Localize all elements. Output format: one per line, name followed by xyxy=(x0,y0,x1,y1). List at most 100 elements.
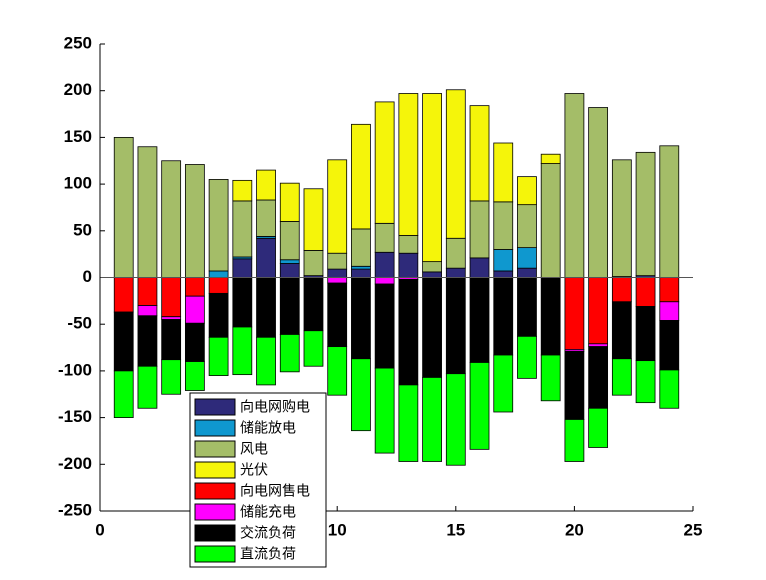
bar-segment xyxy=(327,159,348,254)
bar-segment xyxy=(208,179,229,272)
bar-segment xyxy=(493,277,514,356)
bar-segment xyxy=(469,105,490,202)
bar-segment xyxy=(422,271,442,278)
bar-segment xyxy=(184,295,205,324)
bar-segment xyxy=(445,89,466,239)
bar-segment xyxy=(184,164,205,278)
bar-segment xyxy=(445,373,466,466)
bar-segment xyxy=(588,407,609,448)
bar-segment xyxy=(469,200,490,259)
bar-segment xyxy=(161,359,182,395)
bar-segment xyxy=(374,222,395,253)
bar-segment xyxy=(279,263,300,278)
bar-segment xyxy=(208,277,229,294)
bar-segment xyxy=(540,153,561,164)
bar-segment xyxy=(517,176,537,206)
bar-segment xyxy=(137,365,158,409)
bar-segment xyxy=(469,257,490,278)
y-tick-label: 150 xyxy=(64,127,92,146)
bar-segment xyxy=(422,261,442,273)
bar-segment xyxy=(374,283,395,369)
bar-segment xyxy=(184,361,205,391)
y-tick-label: -50 xyxy=(67,314,92,333)
legend-swatch xyxy=(194,461,236,479)
bar-segment xyxy=(137,277,158,306)
bar-segment xyxy=(256,169,276,201)
y-tick-label: 250 xyxy=(64,33,92,52)
bar-segment xyxy=(303,330,324,367)
legend-label: 交流负荷 xyxy=(240,525,296,541)
bar-segment xyxy=(588,343,609,348)
bar-segment xyxy=(232,326,253,376)
legend-label: 光伏 xyxy=(240,462,268,478)
bar-segment xyxy=(184,277,205,297)
bar-segment xyxy=(161,319,182,361)
bar-segment xyxy=(256,199,276,237)
bar-segment xyxy=(232,277,253,328)
bar-segment xyxy=(659,145,680,278)
bar-segment xyxy=(232,258,253,278)
bar-segment xyxy=(611,159,632,277)
y-tick-label: 200 xyxy=(64,80,92,99)
bar-segment xyxy=(351,265,371,270)
bar-segment xyxy=(374,367,395,454)
bar-segment xyxy=(279,221,300,261)
bar-segment xyxy=(256,277,276,338)
y-tick-label: -150 xyxy=(58,407,92,426)
bar-segment xyxy=(398,93,419,236)
bar-segment xyxy=(351,268,371,278)
legend-swatch xyxy=(194,419,236,437)
bar-segment xyxy=(327,282,348,348)
bar-segment xyxy=(184,322,205,362)
bar-segment xyxy=(659,320,680,371)
bar-segment xyxy=(445,237,466,269)
bar-segment xyxy=(445,277,466,375)
y-tick-label: 0 xyxy=(83,267,92,286)
bar-segment xyxy=(161,316,182,320)
bar-segment xyxy=(327,268,348,278)
bar-segment xyxy=(564,419,585,462)
bar-segment xyxy=(588,107,609,278)
bar-segment xyxy=(659,301,680,321)
bar-segment xyxy=(493,142,514,203)
legend-label: 向电网售电 xyxy=(240,483,310,499)
bar-segment xyxy=(351,123,371,230)
bar-segment xyxy=(351,277,371,360)
legend-label: 向电网购电 xyxy=(240,399,310,415)
bar-segment xyxy=(113,370,134,418)
y-tick-label: -100 xyxy=(58,360,92,379)
bar-segment xyxy=(279,334,300,373)
legend-label: 直流负荷 xyxy=(240,546,296,562)
bar-segment xyxy=(113,277,134,313)
bar-segment xyxy=(564,350,585,420)
bar-segment xyxy=(398,384,419,462)
bar-segment xyxy=(588,346,609,409)
bar-segment xyxy=(256,336,276,386)
bar-segment xyxy=(327,346,348,396)
bar-segment xyxy=(208,336,229,376)
bar-segment xyxy=(588,277,609,345)
bar-segment xyxy=(564,93,585,278)
bar-segment xyxy=(540,354,561,402)
legend-swatch xyxy=(194,524,236,542)
legend-swatch xyxy=(194,503,236,521)
bar-segment xyxy=(564,277,585,350)
bar-segment xyxy=(327,277,348,284)
bar-segment xyxy=(517,247,537,269)
bar-segment xyxy=(232,179,253,202)
bar-segment xyxy=(279,259,300,264)
bar-segment xyxy=(659,369,680,409)
x-tick-label: 20 xyxy=(565,520,584,539)
bar-segment xyxy=(635,277,656,307)
bar-segment xyxy=(659,277,680,303)
bar-segment xyxy=(422,93,442,263)
bar-segment xyxy=(113,136,134,278)
bar-segment xyxy=(611,358,632,396)
bar-segment xyxy=(208,270,229,278)
bar-segment xyxy=(137,305,158,317)
bar-segment xyxy=(161,160,182,278)
bar-segment xyxy=(374,277,395,285)
bar-segment xyxy=(517,267,537,278)
bar-segment xyxy=(635,306,656,362)
